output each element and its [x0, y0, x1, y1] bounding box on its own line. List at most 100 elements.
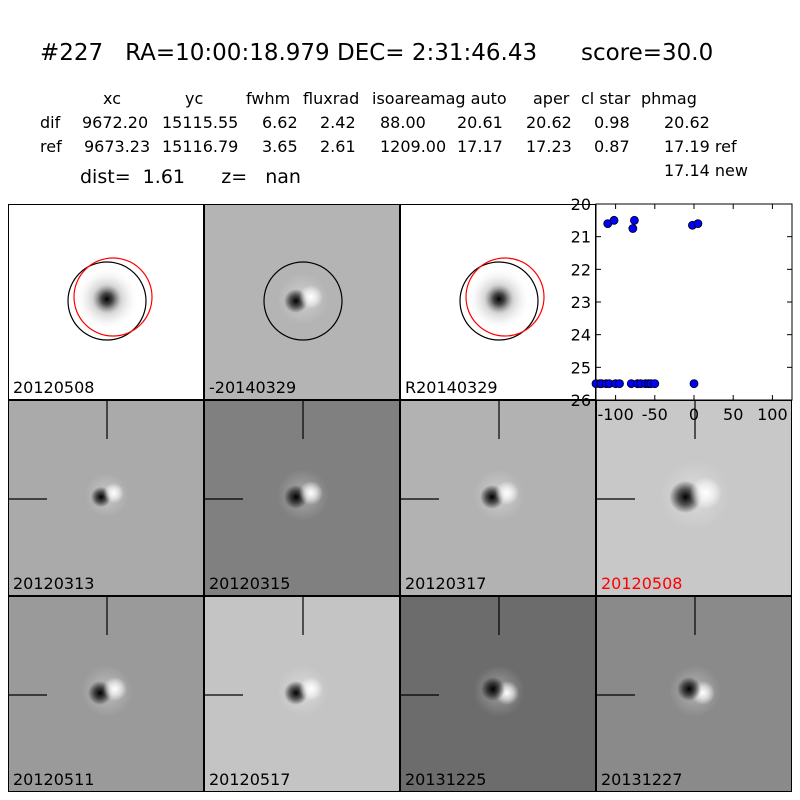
cutout-image: [205, 401, 329, 521]
column-header: phmag: [641, 89, 697, 108]
cutout-date-label: 20120508: [601, 574, 683, 593]
dipole-lobe: [299, 677, 323, 701]
cutout-image: [205, 597, 329, 717]
plot-frame: [595, 203, 793, 401]
data-point: [628, 224, 638, 233]
cutout-date-label: 20120317: [405, 574, 487, 593]
source-blob: [75, 267, 139, 331]
y-tick-label: 24: [571, 326, 591, 345]
table-cell: 17.19 ref: [664, 137, 737, 156]
cutout-date-label: 20120517: [209, 770, 291, 789]
data-point: [693, 219, 703, 229]
data-point: [615, 379, 624, 389]
table-cell: 0.98: [594, 113, 630, 132]
column-header: mag auto: [430, 89, 507, 108]
cutout-image: [263, 261, 343, 341]
y-tick-label: 20: [571, 196, 591, 214]
x-tick-label: -50: [642, 405, 668, 424]
table-cell: 9672.20: [82, 113, 149, 132]
column-header: cl star: [581, 89, 631, 108]
image-cutout: 20120511: [8, 596, 204, 792]
table-cell: 9673.23: [84, 137, 151, 156]
image-cutout: 20131225: [400, 596, 596, 792]
cutout-image: [459, 257, 545, 341]
cutout-image: [67, 257, 153, 341]
cutout-image: [9, 597, 133, 717]
data-point: [609, 215, 619, 225]
x-tick-label: 100: [757, 405, 788, 424]
table-cell: 0.87: [594, 137, 630, 156]
aperture-circle: [73, 257, 153, 337]
cutout-date-label: 20131227: [601, 770, 683, 789]
image-cutout: 20120315: [204, 400, 400, 596]
table-cell: 2.61: [320, 137, 356, 156]
column-header: yc: [185, 89, 204, 108]
phmag-new: 17.14 new: [664, 161, 748, 180]
image-cutout: R20140329: [400, 204, 596, 400]
cutout-image: [597, 597, 721, 717]
image-cutout: 20120508: [8, 204, 204, 400]
page-title: #227 RA=10:00:18.979 DEC= 2:31:46.43 sco…: [40, 40, 714, 66]
dipole-lobe: [677, 677, 701, 701]
aperture-circle: [67, 261, 147, 341]
cutout-date-label: 20120315: [209, 574, 291, 593]
table-cell: 2.42: [320, 113, 356, 132]
dipole-lobe: [689, 476, 722, 510]
image-cutout: 20131227: [596, 596, 792, 792]
table-cell: 3.65: [262, 137, 298, 156]
row-label: dif: [40, 113, 61, 132]
x-tick-label: 50: [723, 405, 743, 424]
y-tick-label: 22: [571, 260, 591, 279]
image-cutout: 20120508: [596, 400, 792, 596]
dipole-lobe: [103, 677, 127, 701]
table-cell: 1209.00: [380, 137, 447, 156]
aperture-circle: [263, 261, 343, 341]
table-cell: 15116.79: [162, 137, 239, 156]
cutout-date-label: R20140329: [405, 378, 498, 397]
y-tick-label: 21: [571, 228, 591, 247]
data-point: [630, 215, 639, 225]
image-cutout: -20140329: [204, 204, 400, 400]
image-cutout: 20120517: [204, 596, 400, 792]
cutout-date-label: 20120511: [13, 770, 95, 789]
dist-line: dist= 1.61 z= nan: [80, 166, 301, 188]
dipole-lobe: [481, 677, 505, 701]
dipole-lobe: [103, 482, 125, 504]
aperture-circle: [459, 261, 539, 341]
row-label: ref: [40, 137, 62, 156]
image-cutout: 20120313: [8, 400, 204, 596]
table-cell: 88.00: [380, 113, 426, 132]
source-blob: [467, 267, 531, 331]
cutout-image: [9, 401, 130, 518]
column-header: aper: [533, 89, 570, 108]
y-tick-label: 23: [571, 293, 591, 312]
x-tick-label: 0: [689, 405, 699, 424]
aperture-circle: [465, 257, 545, 337]
column-header: fluxrad: [303, 89, 360, 108]
column-header: isoarea: [372, 89, 431, 108]
cutout-image: [401, 597, 525, 717]
table-cell: 6.62: [262, 113, 298, 132]
cutout-date-label: 20120313: [13, 574, 95, 593]
cutout-date-label: 20120508: [13, 378, 95, 397]
cutout-image: [401, 401, 525, 521]
dipole-lobe: [299, 481, 323, 505]
cutout-date-label: 20131225: [405, 770, 487, 789]
column-header: xc: [103, 89, 121, 108]
dipole-lobe: [299, 285, 323, 309]
table-cell: 20.61: [457, 113, 503, 132]
image-cutout: 20120317: [400, 400, 596, 596]
table-cell: 15115.55: [162, 113, 239, 132]
table-cell: 20.62: [526, 113, 572, 132]
y-tick-label: 25: [571, 358, 591, 377]
data-point: [689, 379, 699, 389]
column-header: fwhm: [246, 89, 291, 108]
table-cell: 17.23: [526, 137, 572, 156]
dipole-lobe: [495, 481, 519, 505]
magnitude-scatter-plot: 20 21 22 23 24 25 26 -100 -50 0 50 100: [571, 196, 793, 424]
table-cell: 17.17: [457, 137, 503, 156]
cutout-image: [597, 401, 731, 531]
x-tick-label: -100: [597, 405, 633, 424]
data-point: [650, 379, 660, 389]
cutout-date-label: -20140329: [209, 378, 297, 397]
